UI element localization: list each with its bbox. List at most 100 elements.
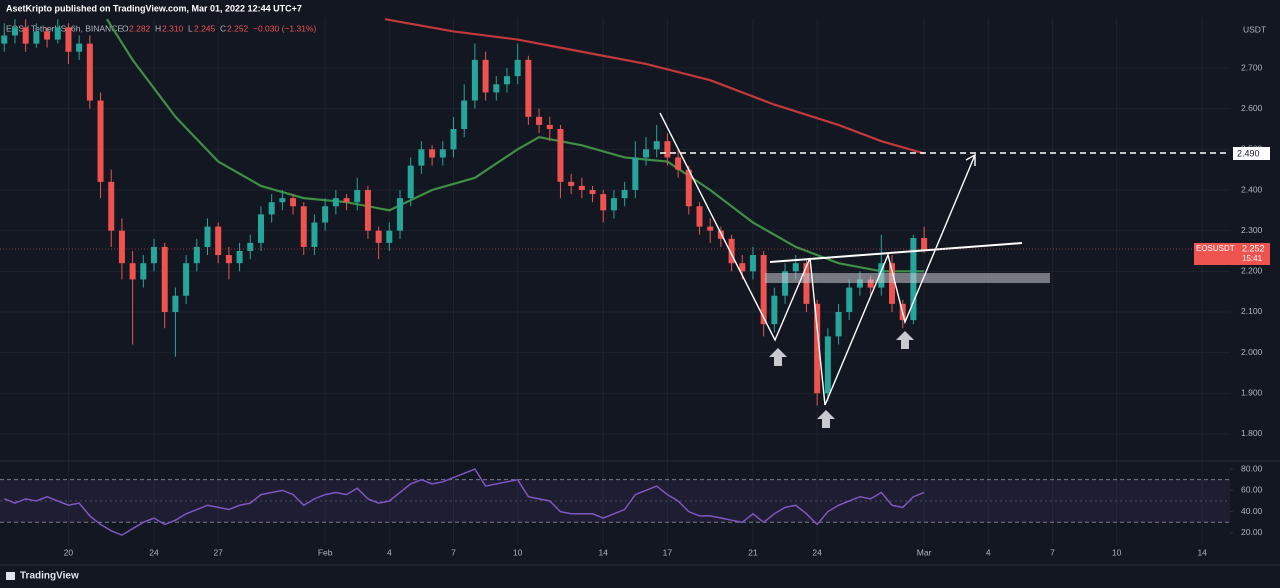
up-arrows — [769, 331, 914, 428]
y-tick-label: 2.100 — [1241, 306, 1263, 316]
h-label: H — [155, 23, 161, 33]
candle-body — [482, 59, 489, 93]
candle-body — [493, 84, 500, 93]
legend: EOS / TetherUS, 6h, BINANCE O 2.282 H 2.… — [6, 23, 316, 33]
rsi-line — [4, 468, 925, 536]
candle-body — [792, 263, 799, 272]
candle-body — [546, 124, 553, 130]
close-value: 2.252 — [227, 23, 249, 33]
candle-body — [749, 255, 756, 272]
candle-body — [44, 31, 51, 40]
candle-body — [354, 190, 361, 203]
candle-body — [140, 263, 147, 280]
publish-header: AsetKripto published on TradingView.com,… — [6, 3, 302, 13]
low-value: 2.245 — [194, 23, 216, 33]
x-tick-label: 20 — [64, 547, 74, 557]
y-tick-label: 2.400 — [1241, 184, 1263, 194]
candle-body — [97, 100, 104, 182]
candle-body — [429, 149, 436, 158]
candle-body — [867, 279, 874, 288]
x-tick-label: 14 — [599, 547, 609, 557]
candle-body — [204, 226, 211, 247]
candle-body — [503, 76, 510, 85]
candle-body — [728, 238, 735, 264]
candle-body — [290, 198, 297, 207]
candle-body — [439, 149, 446, 158]
high-value: 2.310 — [162, 23, 184, 33]
candle-body — [675, 157, 682, 170]
x-tick-label: 4 — [387, 547, 392, 557]
candle-body — [461, 100, 468, 130]
candle-body — [225, 255, 232, 264]
candle-body — [471, 59, 478, 101]
candle-body — [22, 27, 29, 44]
candle-body — [568, 181, 575, 186]
candle-body — [311, 222, 318, 247]
x-tick-label: Feb — [318, 547, 333, 557]
candle-body — [343, 198, 350, 203]
candle-body — [397, 198, 404, 231]
candle-body — [386, 230, 393, 243]
brand-logo — [6, 572, 15, 580]
up-arrow — [769, 348, 787, 366]
x-tick-label: Mar — [917, 547, 932, 557]
candle-body — [300, 206, 307, 247]
candle-body — [129, 263, 136, 280]
candle-body — [610, 198, 617, 211]
candle-body — [268, 202, 275, 215]
candle-body — [557, 129, 564, 182]
y-tick-label: 2.300 — [1241, 225, 1263, 235]
last-price: 2.252 — [1242, 243, 1265, 253]
candle-body — [632, 157, 639, 191]
candle-body — [760, 255, 767, 325]
candle-body — [621, 190, 628, 199]
up-arrow — [896, 331, 914, 349]
candle-body — [332, 198, 339, 207]
candle-body — [782, 271, 789, 296]
brand: TradingView — [6, 571, 79, 582]
candle-body — [118, 230, 125, 264]
x-tick-label: 7 — [1050, 547, 1055, 557]
neckline — [769, 242, 1023, 263]
candle-body — [707, 226, 714, 231]
candle-body — [11, 27, 18, 36]
candle-body — [803, 263, 810, 304]
candle-body — [215, 226, 222, 256]
candle-body — [653, 141, 660, 150]
x-tick-label: 14 — [1197, 547, 1207, 557]
target-tag — [1233, 147, 1270, 160]
candle-body — [643, 149, 650, 158]
candle-body — [589, 190, 596, 195]
currency-label: USDT — [1243, 24, 1266, 34]
y-tick-label: 40.00 — [1241, 506, 1263, 516]
c-label: C — [220, 23, 226, 33]
candle-body — [322, 206, 329, 223]
y-tick-label: 80.00 — [1241, 463, 1263, 473]
x-tick-label: 27 — [213, 547, 223, 557]
candle-body — [161, 246, 168, 312]
candle-body — [921, 237, 928, 251]
candle-body — [193, 246, 200, 264]
countdown: 15:41 — [1242, 254, 1263, 263]
target-label: 2.490 — [1237, 148, 1260, 158]
candle-body — [771, 295, 778, 325]
symbol-tag: EOSUSDT — [1196, 244, 1235, 253]
y-tick-label: 2.600 — [1241, 103, 1263, 113]
candle-body — [600, 194, 607, 211]
candle-body — [846, 287, 853, 312]
plot-area: 1.8001.9002.0002.1002.2002.3002.4002.500… — [0, 18, 1263, 557]
candle-body — [418, 149, 425, 166]
y-tick-label: 20.00 — [1241, 527, 1263, 537]
x-tick-label: 17 — [663, 547, 673, 557]
brand-text: TradingView — [20, 571, 79, 582]
candle-body — [536, 116, 543, 125]
candle-body — [236, 250, 243, 264]
candle-body — [151, 246, 158, 264]
candle-body — [1, 35, 8, 44]
x-tick-label: 21 — [748, 547, 758, 557]
y-tick-label: 2.000 — [1241, 347, 1263, 357]
candle-body — [375, 230, 382, 243]
